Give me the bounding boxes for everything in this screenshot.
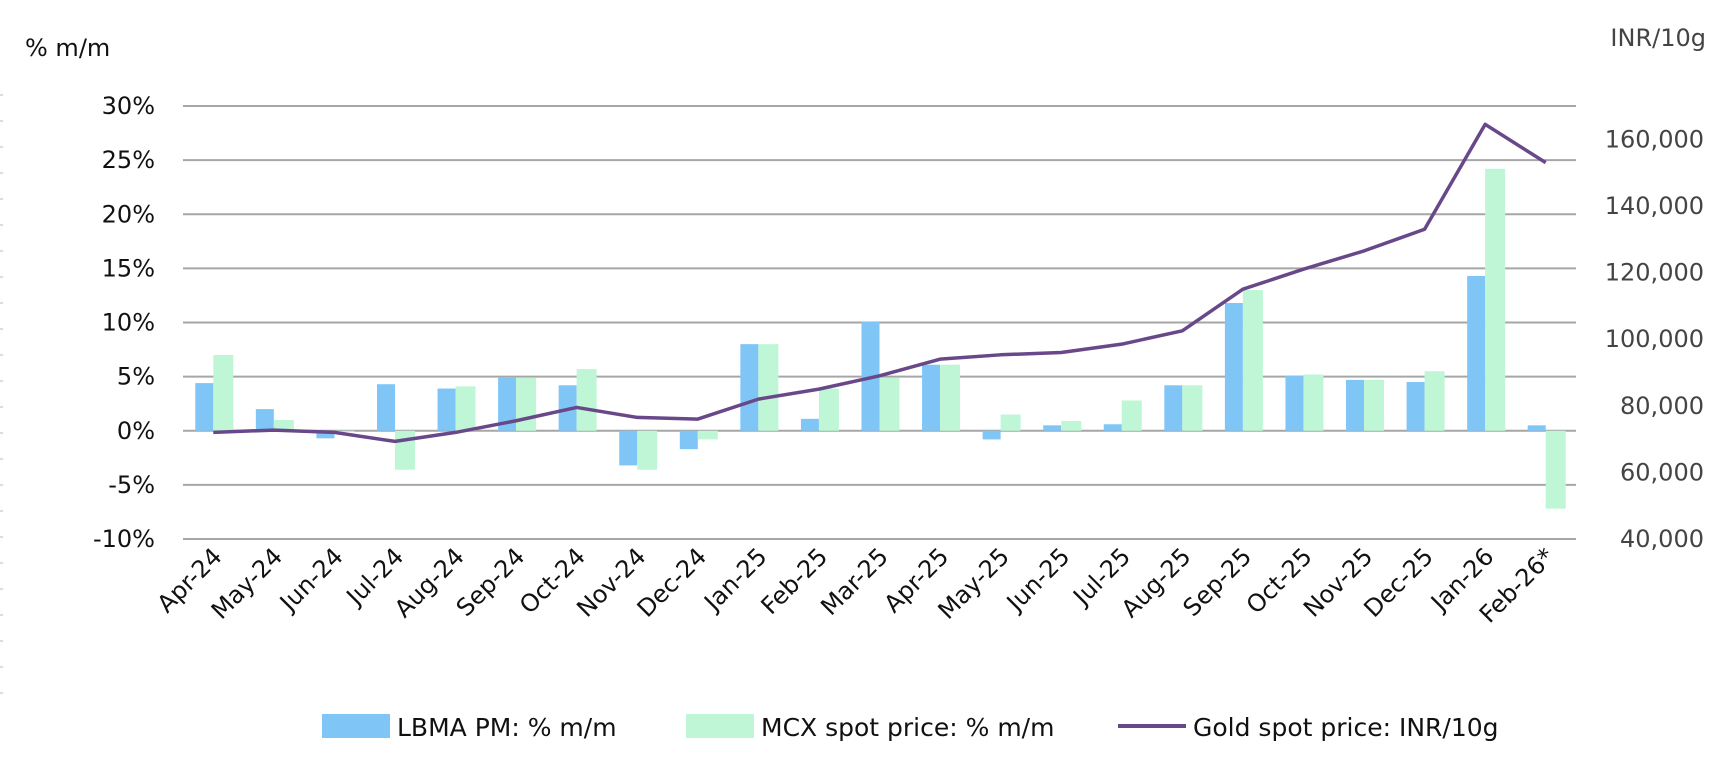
left-tick-label: -5%	[108, 471, 155, 499]
bar-mcx	[213, 354, 234, 431]
bar-lbma	[1467, 275, 1486, 431]
right-tick-label: 140,000	[1605, 192, 1704, 220]
bar-lbma	[800, 418, 819, 431]
bar-lbma	[679, 430, 698, 450]
left-axis-ticks: 30% 25% 20% 15% 10% 5% 0% -5% -10%	[93, 92, 155, 553]
bar-lbma	[195, 383, 214, 431]
x-axis-labels: Apr-24May-24Jun-24Jul-24Aug-24Sep-24Oct-…	[152, 542, 1560, 628]
legend-swatch-lbma	[322, 714, 390, 738]
left-tick-label: 25%	[102, 146, 155, 174]
bar-mcx	[697, 430, 718, 440]
right-tick-label: 160,000	[1605, 125, 1704, 153]
right-tick-label: 40,000	[1620, 525, 1704, 553]
bar-mcx	[940, 364, 961, 431]
right-axis-ticks: 160,000 140,000 120,000 100,000 80,000 60,000…	[1605, 125, 1704, 553]
bar-lbma	[1285, 375, 1304, 431]
bar-mcx	[394, 430, 415, 470]
bar-mcx	[758, 344, 779, 431]
bar-mcx	[1121, 400, 1142, 431]
x-tick-label: Jun-24	[273, 542, 348, 617]
bar-mcx	[1424, 371, 1445, 431]
bar-lbma	[498, 377, 517, 431]
bar-lbma	[619, 430, 638, 466]
bar-lbma	[1043, 425, 1062, 431]
left-tick-label: -10%	[93, 525, 155, 553]
bar-mcx	[1000, 414, 1021, 431]
bar-lbma	[1527, 425, 1546, 431]
right-tick-label: 100,000	[1605, 325, 1704, 353]
right-tick-label: 120,000	[1605, 259, 1704, 287]
bar-lbma	[1406, 382, 1425, 431]
bar-mcx	[1061, 421, 1082, 431]
bar-lbma	[1103, 424, 1122, 431]
bar-mcx	[1485, 168, 1506, 431]
bar-mcx	[1364, 379, 1385, 431]
x-tick-label: Sep-25	[1178, 542, 1258, 622]
bar-mcx	[818, 388, 839, 431]
x-tick-label: Sep-24	[451, 542, 531, 622]
bar-mcx	[273, 419, 294, 431]
bar-lbma	[982, 430, 1001, 440]
left-tick-label: 5%	[117, 363, 155, 391]
bar-mcx	[879, 377, 900, 431]
bar-lbma	[255, 409, 274, 431]
legend-label-lbma: LBMA PM: % m/m	[397, 713, 617, 742]
bar-mcx	[1303, 374, 1324, 431]
bar-mcx	[334, 430, 355, 432]
bars	[195, 168, 1566, 509]
right-tick-label: 60,000	[1620, 458, 1704, 486]
bar-lbma	[1224, 303, 1243, 431]
bar-lbma	[1164, 385, 1183, 431]
bar-mcx	[516, 377, 537, 431]
left-tick-label: 10%	[102, 309, 155, 337]
bar-lbma	[922, 364, 941, 431]
right-axis-title: INR/10g	[1610, 24, 1706, 52]
x-tick-label: Mar-25	[815, 542, 893, 620]
gold-line-group	[213, 122, 1547, 444]
bar-lbma	[376, 384, 395, 431]
bar-lbma	[1346, 379, 1365, 431]
bar-mcx	[1545, 430, 1566, 509]
x-tick-label: Jun-25	[1000, 542, 1075, 617]
legend-label-gold: Gold spot price: INR/10g	[1193, 713, 1499, 742]
bar-mcx	[1182, 385, 1203, 431]
left-axis-title: % m/m	[25, 34, 110, 62]
left-tick-label: 30%	[102, 92, 155, 120]
bar-mcx	[1242, 290, 1263, 431]
bar-lbma	[740, 344, 759, 431]
right-tick-label: 80,000	[1620, 392, 1704, 420]
bar-lbma	[316, 430, 335, 439]
legend: LBMA PM: % m/m MCX spot price: % m/m Gol…	[322, 713, 1499, 742]
left-tick-label: 20%	[102, 200, 155, 228]
left-tick-label: 15%	[102, 254, 155, 282]
legend-swatch-mcx	[686, 714, 754, 738]
gold-spot-line	[213, 122, 1547, 444]
legend-label-mcx: MCX spot price: % m/m	[761, 713, 1054, 742]
bar-mcx	[637, 430, 658, 470]
bar-mcx	[576, 369, 597, 431]
bar-mcx	[455, 386, 476, 431]
left-tick-label: 0%	[117, 417, 155, 445]
bar-lbma	[437, 388, 456, 431]
